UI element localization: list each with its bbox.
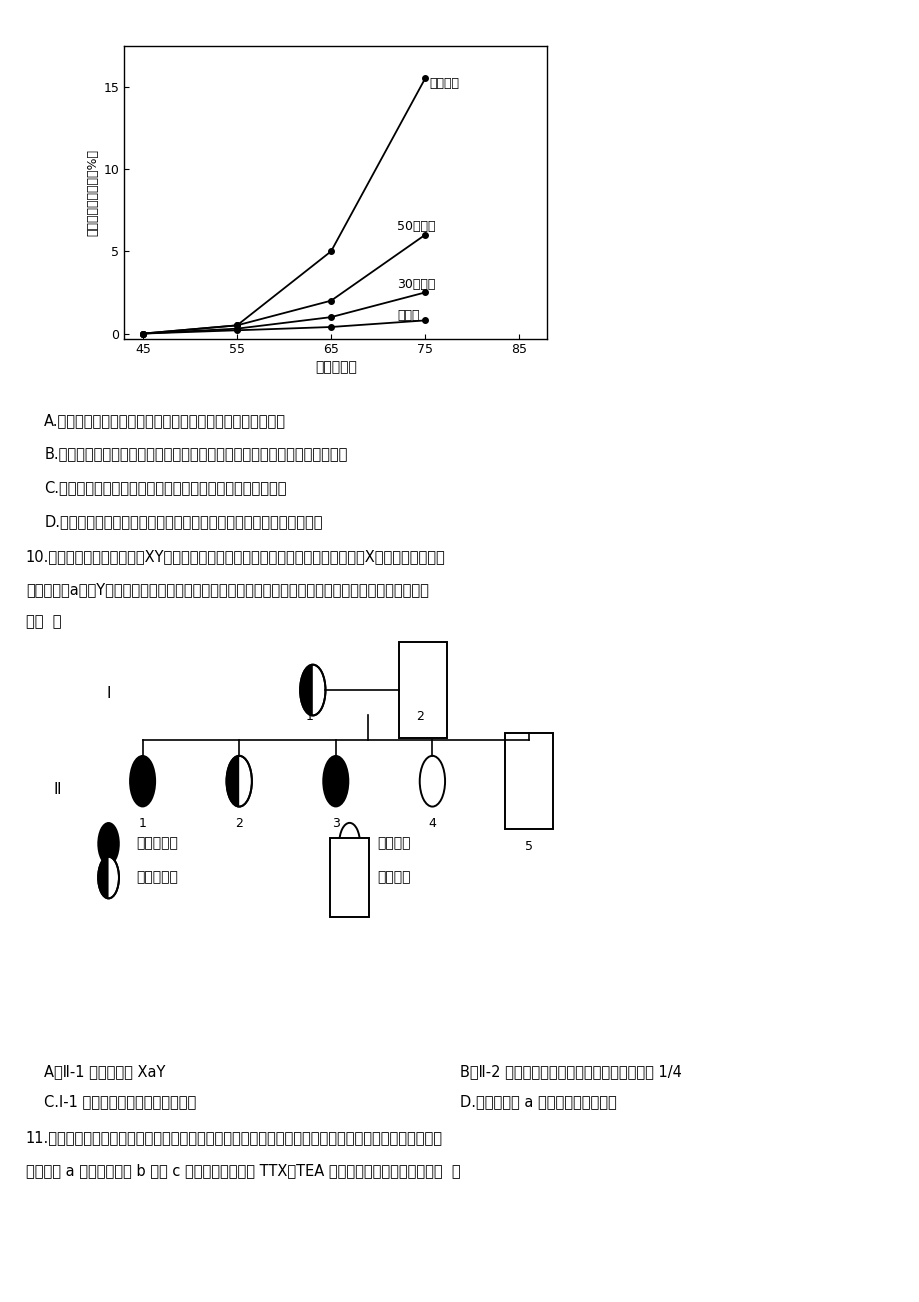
Text: 4: 4 [428, 818, 436, 829]
Ellipse shape [300, 665, 325, 716]
Text: 50岁戒烟: 50岁戒烟 [396, 220, 435, 233]
Text: A.长期吸烟的男性人群中，年龄越大，肺癌死亡累积风险越高: A.长期吸烟的男性人群中，年龄越大，肺癌死亡累积风险越高 [44, 413, 286, 428]
Text: 3: 3 [332, 818, 339, 829]
Text: D.人群中基因 a 的频率将会越来越低: D.人群中基因 a 的频率将会越来越低 [460, 1094, 616, 1109]
Text: 所示，图 a 为对照组，图 b 和图 c 分别为通道阻断剂 TTX、TEA 处理组。下列叙述正确的是（  ）: 所示，图 a 为对照组，图 b 和图 c 分别为通道阻断剂 TTX、TEA 处理… [26, 1163, 460, 1178]
Text: 10.有些人的性染色体组成为XY，其外貌与正常女性一样，但无生育能力，原因是其X染色体上有一个隐: 10.有些人的性染色体组成为XY，其外貌与正常女性一样，但无生育能力，原因是其X… [26, 549, 445, 565]
Text: 5: 5 [525, 840, 532, 853]
Text: 1: 1 [306, 710, 313, 723]
Text: B.烟草中含有多种化学致癌因子，不吸烟或越早戒烟，肺癌死亡累积风险越低: B.烟草中含有多种化学致癌因子，不吸烟或越早戒烟，肺癌死亡累积风险越低 [44, 447, 347, 462]
Polygon shape [226, 755, 239, 806]
Ellipse shape [226, 755, 252, 806]
Text: I: I [107, 686, 110, 702]
Polygon shape [300, 665, 312, 716]
Text: 正常女性: 正常女性 [377, 837, 410, 850]
Text: 是（  ）: 是（ ） [26, 615, 62, 630]
Ellipse shape [130, 755, 155, 806]
Text: 女性化患者: 女性化患者 [136, 837, 178, 850]
Text: C.I-1 的致病基因来自其父亲或母亲: C.I-1 的致病基因来自其父亲或母亲 [44, 1094, 196, 1109]
Y-axis label: 肺癌死亡累积风险（%）: 肺癌死亡累积风险（%） [86, 148, 99, 236]
Text: 2: 2 [235, 818, 243, 829]
Text: 不吸烟: 不吸烟 [396, 309, 419, 322]
Ellipse shape [339, 823, 359, 865]
FancyBboxPatch shape [505, 733, 552, 829]
Text: 长期吸烟: 长期吸烟 [429, 77, 460, 90]
Text: D.肺部细胞癌变后，癌细胞彼此之间黏着性降低，易在体内分散和转移: D.肺部细胞癌变后，癌细胞彼此之间黏着性降低，易在体内分散和转移 [44, 514, 323, 530]
Text: A．Ⅱ-1 的基因型为 XaY: A．Ⅱ-1 的基因型为 XaY [44, 1064, 165, 1079]
Ellipse shape [419, 755, 445, 806]
Text: Ⅱ: Ⅱ [53, 781, 61, 797]
Text: 30岁戒烟: 30岁戒烟 [396, 277, 435, 290]
Text: B．Ⅱ-2 与正常男性婚后所生后代的患病概率为 1/4: B．Ⅱ-2 与正常男性婚后所生后代的患病概率为 1/4 [460, 1064, 681, 1079]
Text: 性致病基因a，而Y染色体上没有相应的等位基因。某女性化患者的家系图谱如图所示。下列叙述错误的: 性致病基因a，而Y染色体上没有相应的等位基因。某女性化患者的家系图谱如图所示。下… [26, 582, 428, 598]
Text: 女性携带者: 女性携带者 [136, 871, 178, 884]
Ellipse shape [323, 755, 348, 806]
Text: C.肺部细胞中原癌基因执行生理功能时，细胞生长和分裂失控: C.肺部细胞中原癌基因执行生理功能时，细胞生长和分裂失控 [44, 480, 287, 496]
FancyBboxPatch shape [330, 838, 369, 917]
FancyBboxPatch shape [399, 642, 447, 738]
Text: 2: 2 [416, 710, 424, 723]
Ellipse shape [98, 857, 119, 898]
Text: 1: 1 [139, 818, 146, 829]
Text: 正常男性: 正常男性 [377, 871, 410, 884]
Ellipse shape [98, 823, 119, 865]
Polygon shape [98, 857, 108, 898]
X-axis label: 年龄（岁）: 年龄（岁） [314, 361, 357, 375]
Text: 11.研究人员利用电压钳技术改变枪乌贼神经纤维膜电位，记录离子进出细胞引发的膜电流变化，结果如图: 11.研究人员利用电压钳技术改变枪乌贼神经纤维膜电位，记录离子进出细胞引发的膜电… [26, 1130, 442, 1146]
